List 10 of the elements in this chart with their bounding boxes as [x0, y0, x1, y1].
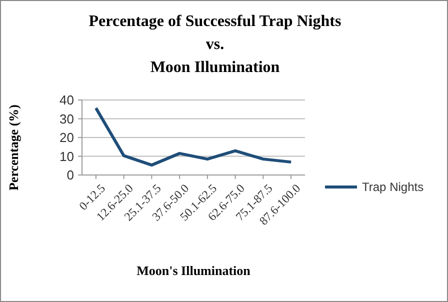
legend-label: Trap Nights [362, 180, 424, 194]
chart-title: Percentage of Successful Trap Nights vs. Moon Illumination [88, 13, 342, 76]
y-axis-title: Percentage (%) [6, 104, 21, 191]
y-tick-label: 20 [60, 130, 74, 146]
y-tick-label: 30 [60, 111, 74, 126]
line-series [94, 106, 293, 167]
x-axis-title: Moon's Illumination [136, 263, 252, 278]
y-tick-label: 0 [66, 168, 74, 183]
y-tick-label: 40 [60, 92, 74, 108]
y-tick-label: 10 [60, 148, 74, 164]
